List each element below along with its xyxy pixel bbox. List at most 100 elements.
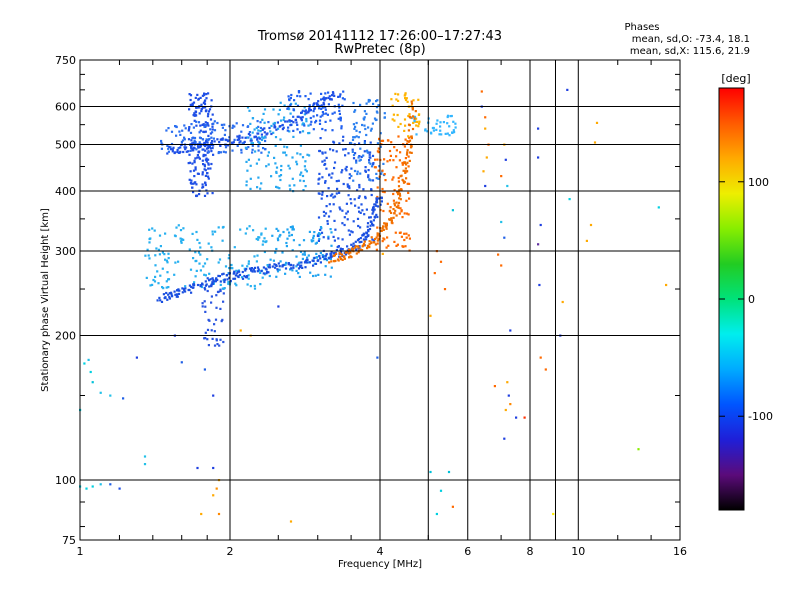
trace-point bbox=[215, 277, 218, 281]
trace-point bbox=[238, 136, 241, 139]
cluster-point bbox=[318, 172, 321, 175]
cluster-point bbox=[246, 136, 249, 139]
trace-point bbox=[211, 277, 214, 280]
trace-point bbox=[408, 151, 412, 154]
cluster-point bbox=[329, 194, 332, 197]
cluster-point bbox=[299, 131, 302, 134]
cluster-point bbox=[341, 222, 344, 225]
cluster-point bbox=[193, 139, 196, 142]
cluster-point bbox=[272, 259, 275, 262]
cluster-point bbox=[181, 238, 184, 241]
trace-point bbox=[341, 254, 344, 257]
cluster-point bbox=[253, 284, 256, 287]
trace-point bbox=[412, 115, 415, 118]
trace-point bbox=[253, 266, 257, 269]
trace-point bbox=[382, 225, 385, 228]
scatter-point bbox=[482, 170, 485, 173]
cluster-point bbox=[407, 135, 410, 138]
cluster-point bbox=[269, 130, 272, 133]
trace-point bbox=[354, 246, 357, 249]
trace-point bbox=[337, 95, 340, 98]
cluster-point bbox=[267, 151, 270, 154]
cluster-point bbox=[256, 254, 259, 257]
scatter-point bbox=[657, 206, 660, 209]
trace-point bbox=[330, 98, 333, 101]
cluster-point bbox=[363, 213, 366, 216]
cluster-point bbox=[213, 120, 216, 123]
cluster-point bbox=[264, 227, 267, 230]
trace-point bbox=[331, 91, 335, 94]
trace-point bbox=[218, 141, 221, 144]
cluster-point bbox=[204, 99, 207, 102]
cluster-point bbox=[401, 161, 404, 164]
trace-point bbox=[206, 141, 209, 144]
cluster-point bbox=[372, 162, 375, 165]
x-tick-label: 6 bbox=[464, 545, 471, 558]
cluster-point bbox=[267, 121, 270, 124]
cluster-point bbox=[321, 151, 324, 154]
cluster-point bbox=[149, 284, 152, 287]
cluster-point bbox=[257, 145, 260, 148]
scatter-point bbox=[451, 209, 454, 212]
cluster-point bbox=[272, 108, 275, 111]
cluster-point bbox=[199, 246, 202, 249]
cluster-point bbox=[230, 263, 233, 267]
cluster-point bbox=[166, 271, 169, 274]
trace-point bbox=[369, 224, 372, 227]
trace-point bbox=[166, 298, 169, 301]
cluster-point bbox=[277, 239, 280, 242]
cluster-point bbox=[265, 165, 268, 168]
cluster-point bbox=[313, 231, 316, 234]
cluster-point bbox=[307, 98, 310, 101]
y-tick-label: 750 bbox=[55, 54, 76, 67]
cluster-point bbox=[324, 108, 327, 111]
cluster-point bbox=[289, 226, 292, 229]
trace-point bbox=[226, 144, 229, 147]
cluster-point bbox=[296, 152, 299, 155]
trace-point bbox=[221, 137, 224, 140]
cluster-point bbox=[323, 159, 326, 162]
cluster-point bbox=[188, 178, 191, 181]
trace-point bbox=[381, 227, 384, 230]
cluster-point bbox=[248, 109, 251, 112]
cluster-point bbox=[334, 228, 337, 231]
cluster-point bbox=[393, 119, 396, 122]
trace-point bbox=[410, 102, 414, 105]
cluster-point bbox=[301, 253, 304, 256]
cluster-point bbox=[364, 166, 367, 169]
cluster-point bbox=[284, 263, 287, 266]
cluster-point bbox=[188, 93, 191, 96]
cluster-point bbox=[202, 153, 205, 156]
trace-point bbox=[307, 111, 310, 114]
cluster-point bbox=[278, 187, 281, 190]
cluster-point bbox=[327, 187, 330, 190]
trace-point bbox=[402, 181, 406, 184]
cluster-point bbox=[228, 254, 231, 257]
trace-point bbox=[410, 137, 413, 140]
cluster-point bbox=[403, 232, 406, 235]
trace-point bbox=[365, 231, 368, 234]
cluster-point bbox=[246, 265, 249, 268]
scatter-point bbox=[585, 239, 588, 242]
cluster-point bbox=[371, 154, 375, 157]
cluster-point bbox=[418, 120, 421, 123]
cluster-point bbox=[165, 129, 168, 132]
cluster-point bbox=[193, 175, 196, 178]
trace-point bbox=[364, 235, 367, 239]
cluster-point bbox=[339, 208, 342, 211]
cluster-point bbox=[446, 114, 450, 117]
trace-point bbox=[203, 287, 206, 290]
cluster-point bbox=[333, 195, 337, 198]
cluster-point bbox=[309, 271, 312, 274]
trace-point bbox=[374, 237, 377, 241]
cluster-point bbox=[279, 101, 282, 104]
cluster-point bbox=[223, 287, 226, 290]
cluster-point bbox=[403, 129, 406, 132]
cluster-point bbox=[367, 126, 370, 129]
cluster-point bbox=[261, 243, 264, 246]
scatter-point bbox=[568, 198, 571, 201]
cluster-point bbox=[278, 175, 281, 178]
cluster-point bbox=[353, 198, 356, 201]
cluster-point bbox=[245, 160, 248, 163]
